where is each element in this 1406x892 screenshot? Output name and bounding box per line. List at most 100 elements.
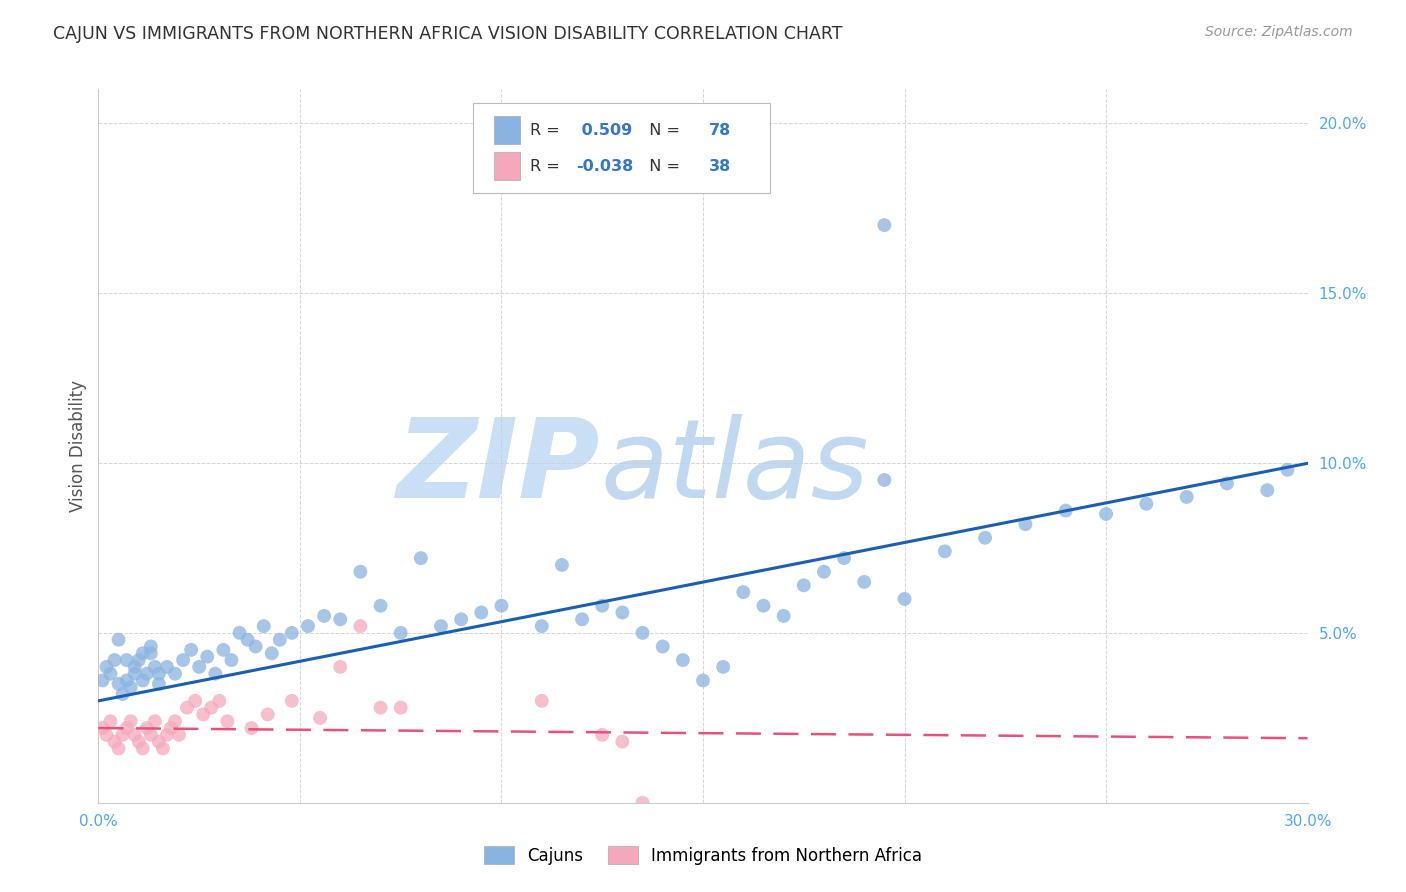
Y-axis label: Vision Disability: Vision Disability bbox=[69, 380, 87, 512]
Point bbox=[309, 711, 332, 725]
Point bbox=[221, 653, 243, 667]
Point bbox=[1216, 476, 1239, 491]
Point bbox=[253, 619, 276, 633]
Point bbox=[672, 653, 695, 667]
Point bbox=[651, 640, 673, 654]
FancyBboxPatch shape bbox=[494, 152, 520, 180]
Point bbox=[139, 728, 162, 742]
Point bbox=[591, 599, 613, 613]
Point bbox=[135, 666, 157, 681]
Point bbox=[132, 673, 155, 688]
Point bbox=[711, 660, 734, 674]
Point bbox=[91, 673, 114, 688]
Point bbox=[370, 599, 392, 613]
Point bbox=[430, 619, 453, 633]
Point bbox=[530, 694, 553, 708]
Point bbox=[100, 666, 122, 681]
Point bbox=[631, 796, 654, 810]
Point bbox=[1175, 490, 1198, 504]
Point bbox=[135, 721, 157, 735]
Text: N =: N = bbox=[638, 122, 685, 137]
Point bbox=[204, 666, 226, 681]
Point bbox=[152, 741, 174, 756]
Point bbox=[120, 680, 142, 694]
Point bbox=[96, 660, 118, 674]
Point bbox=[281, 694, 304, 708]
Point bbox=[195, 649, 218, 664]
Point bbox=[188, 660, 211, 674]
Point bbox=[1277, 463, 1299, 477]
Point bbox=[217, 714, 239, 729]
Point bbox=[107, 677, 129, 691]
Text: 0.509: 0.509 bbox=[576, 122, 633, 137]
Point bbox=[156, 660, 179, 674]
Point bbox=[1135, 497, 1157, 511]
FancyBboxPatch shape bbox=[494, 116, 520, 145]
Point bbox=[329, 612, 352, 626]
Point bbox=[450, 612, 472, 626]
Point bbox=[329, 660, 352, 674]
Point bbox=[200, 700, 222, 714]
Point bbox=[148, 677, 170, 691]
Point bbox=[934, 544, 956, 558]
Point bbox=[100, 714, 122, 729]
Text: 38: 38 bbox=[709, 159, 731, 174]
Point bbox=[184, 694, 207, 708]
Point bbox=[893, 591, 915, 606]
Point bbox=[470, 606, 492, 620]
Point bbox=[530, 619, 553, 633]
Point bbox=[349, 565, 371, 579]
Point bbox=[571, 612, 593, 626]
Point bbox=[143, 660, 166, 674]
Point bbox=[128, 734, 150, 748]
Point bbox=[107, 741, 129, 756]
Point bbox=[167, 728, 190, 742]
Point bbox=[180, 643, 202, 657]
Point bbox=[176, 700, 198, 714]
Text: R =: R = bbox=[530, 159, 565, 174]
Point bbox=[314, 608, 336, 623]
Point bbox=[832, 551, 855, 566]
Point bbox=[612, 606, 634, 620]
Text: 78: 78 bbox=[709, 122, 731, 137]
Point bbox=[115, 673, 138, 688]
Text: -0.038: -0.038 bbox=[576, 159, 633, 174]
Point bbox=[103, 653, 125, 667]
Point bbox=[107, 632, 129, 647]
Point bbox=[551, 558, 574, 572]
Legend: Cajuns, Immigrants from Northern Africa: Cajuns, Immigrants from Northern Africa bbox=[475, 838, 931, 873]
Point bbox=[793, 578, 815, 592]
Point bbox=[269, 632, 291, 647]
Point bbox=[163, 666, 186, 681]
Text: ZIP: ZIP bbox=[396, 414, 600, 521]
Point bbox=[772, 608, 794, 623]
Point bbox=[752, 599, 775, 613]
Point bbox=[591, 728, 613, 742]
Point bbox=[96, 728, 118, 742]
Point bbox=[139, 646, 162, 660]
Point bbox=[631, 626, 654, 640]
Point bbox=[281, 626, 304, 640]
Point bbox=[873, 218, 896, 232]
Point bbox=[349, 619, 371, 633]
Point bbox=[853, 574, 876, 589]
Point bbox=[143, 714, 166, 729]
Point bbox=[139, 640, 162, 654]
Text: CAJUN VS IMMIGRANTS FROM NORTHERN AFRICA VISION DISABILITY CORRELATION CHART: CAJUN VS IMMIGRANTS FROM NORTHERN AFRICA… bbox=[53, 25, 844, 43]
Point bbox=[1014, 517, 1036, 532]
Point bbox=[873, 473, 896, 487]
Point bbox=[172, 653, 194, 667]
Point bbox=[256, 707, 278, 722]
Point bbox=[111, 728, 134, 742]
Point bbox=[409, 551, 432, 566]
Point bbox=[733, 585, 755, 599]
Point bbox=[260, 646, 283, 660]
Point bbox=[193, 707, 215, 722]
Point bbox=[111, 687, 134, 701]
Point bbox=[1256, 483, 1278, 498]
Point bbox=[389, 700, 412, 714]
Point bbox=[1054, 503, 1077, 517]
Point bbox=[148, 666, 170, 681]
Point bbox=[228, 626, 250, 640]
Point bbox=[208, 694, 231, 708]
